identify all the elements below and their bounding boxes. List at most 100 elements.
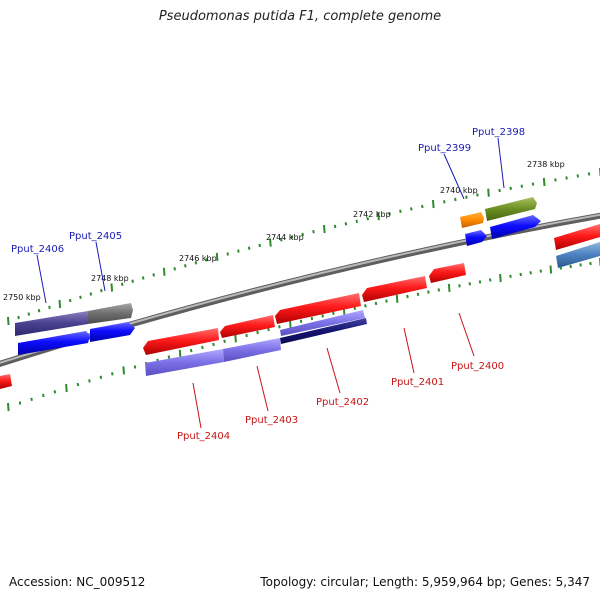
- leader-pput-2405: [95, 241, 106, 292]
- scale-tick-major: [289, 319, 292, 329]
- scale-tick-minor: [247, 246, 251, 250]
- scale-tick-minor: [427, 290, 430, 294]
- scale-tick-major: [395, 294, 399, 303]
- gene-pput-2401[interactable]: [362, 276, 427, 302]
- scale-tick-minor: [478, 280, 482, 284]
- scale-tick-minor: [167, 355, 171, 359]
- scale-tick-minor: [111, 372, 114, 376]
- scale-tick-major: [234, 334, 237, 343]
- scale-tick-minor: [100, 289, 103, 293]
- scale-tick-minor: [237, 249, 240, 253]
- scale-tick-minor: [399, 209, 402, 213]
- scale-tick-minor: [529, 271, 532, 275]
- scale-tick-minor: [99, 375, 103, 379]
- scale-tick-major: [432, 200, 435, 209]
- scale-tick-major: [499, 274, 502, 283]
- scale-label-2738: 2738 kbp: [527, 160, 565, 169]
- scale-tick-minor: [88, 379, 91, 383]
- scale-label-2742: 2742 kbp: [353, 210, 391, 219]
- gene-pput-2405[interactable]: [88, 303, 135, 342]
- scale-tick-minor: [152, 273, 155, 277]
- scale-tick-minor: [79, 295, 82, 299]
- gene-left-edge-reverse[interactable]: [0, 374, 12, 389]
- scale-tick-minor: [468, 282, 472, 286]
- scale-tick-minor: [141, 276, 145, 280]
- scale-tick-minor: [279, 238, 283, 242]
- leader-pput-2400: [458, 312, 475, 357]
- scale-tick-minor: [344, 222, 348, 226]
- scale-label-2746: 2746 kbp: [179, 254, 217, 263]
- scale-tick-major: [542, 177, 546, 187]
- gene-label-pput-2406: Pput_2406: [11, 244, 64, 255]
- scale-tick-minor: [565, 176, 568, 180]
- scale-tick-minor: [355, 219, 359, 223]
- leader-pput-2402: [326, 347, 341, 394]
- leader-pput-2399: [443, 153, 465, 200]
- scale-tick-major: [7, 316, 10, 326]
- scale-tick-minor: [301, 232, 304, 237]
- gene-label-pput-2399: Pput_2399: [418, 143, 471, 154]
- scale-tick-major: [269, 238, 272, 247]
- scale-tick-minor: [312, 230, 315, 234]
- scale-tick-major: [7, 402, 10, 412]
- scale-label-2750: 2750 kbp: [3, 293, 41, 302]
- scale-tick-minor: [333, 224, 337, 229]
- scale-tick-major: [549, 265, 553, 274]
- scale-tick-minor: [37, 309, 41, 313]
- scale-tick-minor: [212, 342, 215, 347]
- leader-pput-2406: [36, 254, 47, 304]
- scale-tick-minor: [133, 365, 137, 369]
- gene-pput-2399[interactable]: [460, 212, 487, 246]
- gene-right-edge-forward[interactable]: [554, 224, 600, 268]
- gene-pput-2400[interactable]: [429, 263, 466, 283]
- scale-tick-minor: [27, 312, 31, 316]
- gene-label-pput-2401: Pput_2401: [391, 377, 444, 388]
- scale-tick-minor: [509, 274, 512, 278]
- scale-tick-minor: [421, 204, 424, 209]
- scale-tick-minor: [201, 345, 204, 350]
- scale-tick-minor: [437, 288, 441, 292]
- scale-tick-minor: [366, 217, 369, 221]
- scale-tick-minor: [406, 294, 409, 299]
- scale-tick-minor: [131, 279, 134, 283]
- scale-tick-major: [65, 384, 68, 393]
- scale-tick-minor: [576, 174, 580, 178]
- scale-tick-major: [215, 252, 219, 261]
- scale-tick-minor: [498, 188, 501, 193]
- accession-text: Accession: NC_009512: [9, 575, 146, 589]
- scale-tick-major: [122, 366, 125, 375]
- gene-pput-2406[interactable]: [15, 311, 90, 355]
- scale-tick-minor: [410, 207, 413, 211]
- scale-tick-minor: [374, 301, 378, 306]
- leader-pput-2404: [192, 382, 202, 429]
- scale-tick-minor: [120, 282, 124, 286]
- gene-pput-2403[interactable]: [220, 315, 281, 362]
- scale-tick-major: [447, 283, 451, 292]
- gene-pput-2398[interactable]: [485, 197, 541, 239]
- scale-tick-minor: [194, 261, 198, 265]
- gene-pput-2404[interactable]: [143, 328, 224, 376]
- scale-tick-minor: [89, 292, 93, 296]
- scale-tick-minor: [579, 263, 582, 267]
- scale-tick-major: [323, 225, 326, 234]
- leader-pput-2398: [497, 137, 505, 189]
- scale-tick-minor: [364, 304, 367, 308]
- scale-tick-minor: [48, 305, 51, 309]
- gene-label-pput-2405: Pput_2405: [69, 231, 122, 242]
- scale-tick-minor: [245, 333, 248, 338]
- scale-tick-minor: [30, 397, 33, 401]
- scale-tick-minor: [256, 330, 259, 335]
- scale-tick-minor: [17, 315, 20, 320]
- scale-tick-minor: [299, 319, 303, 323]
- gene-label-pput-2404: Pput_2404: [177, 431, 230, 442]
- scale-tick-minor: [385, 299, 388, 303]
- gene-label-pput-2402: Pput_2402: [316, 397, 369, 408]
- scale-tick-minor: [184, 264, 187, 268]
- scale-tick-minor: [587, 172, 591, 176]
- scale-tick-minor: [290, 235, 294, 239]
- scale-tick-minor: [310, 316, 314, 321]
- gene-pput-2402[interactable]: [275, 293, 367, 344]
- scale-tick-minor: [465, 195, 468, 199]
- scale-tick-minor: [454, 197, 457, 202]
